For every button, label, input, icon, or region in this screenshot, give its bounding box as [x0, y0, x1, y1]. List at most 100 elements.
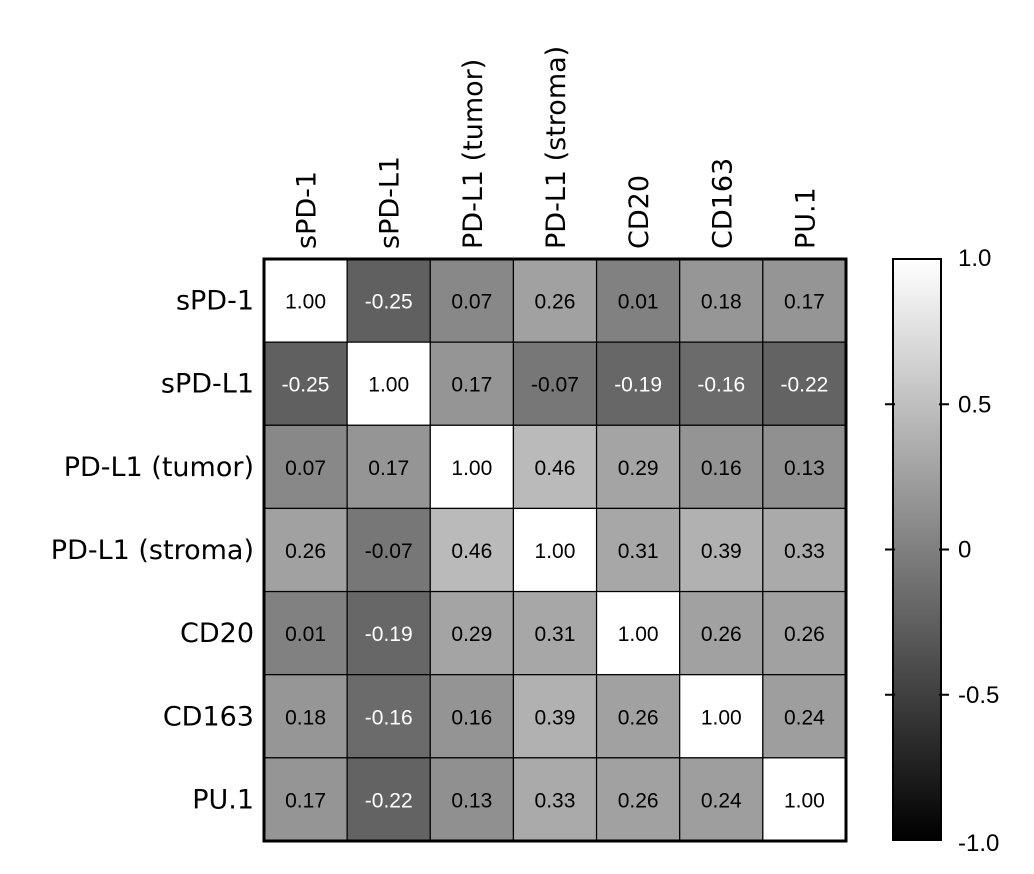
- cell-value-label: -0.07: [365, 540, 413, 563]
- heatmap-cell: [595, 424, 681, 510]
- cell-value-label: 1.00: [368, 374, 409, 397]
- cell-value-label: 1.00: [285, 291, 326, 314]
- colorbar-tick-label: 0.5: [958, 391, 991, 418]
- cell-value-label: -0.19: [365, 623, 413, 646]
- cell-value-label: -0.25: [282, 374, 330, 397]
- colorbar-tick-label: 0: [958, 537, 971, 564]
- heatmap-border: [262, 257, 848, 843]
- row-label: sPD-1: [176, 286, 254, 317]
- column-label: CD163: [707, 158, 738, 249]
- heatmap-cell: [762, 590, 847, 676]
- column-labels: sPD-1 sPD-L1 PD-L1 (tumor) PD-L1 (stroma) CD…: [292, 46, 822, 249]
- cell-value-label: 0.13: [784, 457, 825, 480]
- cell-value-label: -0.25: [365, 291, 413, 314]
- heatmap-cell: [762, 507, 847, 593]
- cell-value-label: 0.18: [285, 706, 326, 729]
- heatmap-cell: [679, 424, 764, 510]
- heatmap-cell: [512, 424, 598, 510]
- heatmap-cell: [429, 757, 515, 842]
- cell-value-label: 0.46: [535, 457, 576, 480]
- cell-value-label: 0.26: [618, 789, 659, 812]
- heatmap-cell: [762, 674, 847, 759]
- cell-value-label: 0.13: [451, 789, 492, 812]
- heatmap-cell: [679, 507, 764, 593]
- cell-value-label: 0.31: [618, 540, 659, 563]
- cell-value-label: 0.26: [618, 706, 659, 729]
- row-label: CD163: [163, 701, 254, 732]
- heatmap-cell: [679, 757, 764, 842]
- heatmap-cell: [595, 674, 681, 759]
- heatmap-cell: [346, 424, 431, 510]
- cell-value-label: 1.00: [784, 789, 825, 812]
- cell-value-label: 0.01: [618, 291, 659, 314]
- heatmap-cell: [263, 674, 348, 759]
- cell-value-label: -0.19: [614, 374, 662, 397]
- heatmap-cell: [679, 258, 764, 343]
- cell-value-label: 1.00: [701, 706, 742, 729]
- cell-value-label: 0.07: [451, 291, 492, 314]
- heatmap-cell: [429, 424, 515, 510]
- cell-value-label: 1.00: [451, 457, 492, 480]
- heatmap-cell: [512, 258, 598, 343]
- row-label: PU.1: [192, 784, 254, 815]
- row-label: sPD-L1: [161, 369, 254, 400]
- colorbar-tick-label: 1.0: [958, 245, 991, 272]
- heatmap-cell: [263, 590, 348, 676]
- column-label: CD20: [624, 175, 655, 249]
- column-label: PD-L1 (stroma): [541, 46, 572, 249]
- row-label: PD-L1 (stroma): [51, 535, 254, 566]
- heatmap-cell: [429, 590, 515, 676]
- heatmap-cell: [512, 674, 598, 759]
- cell-value-label: -0.07: [531, 374, 579, 397]
- heatmap-cell: [429, 341, 515, 426]
- heatmap-cell: [762, 341, 847, 426]
- cell-value-label: -0.22: [365, 789, 413, 812]
- cell-value-label: 0.26: [784, 623, 825, 646]
- cell-value-label: 0.18: [701, 291, 742, 314]
- cell-value-label: -0.22: [780, 374, 828, 397]
- colorbar-gradient: [892, 258, 942, 841]
- heatmap-cell: [595, 341, 681, 426]
- cell-value-label: 0.17: [451, 374, 492, 397]
- cell-value-label: 0.31: [535, 623, 576, 646]
- heatmap-cell: [346, 674, 431, 759]
- row-label: CD20: [180, 618, 254, 649]
- cell-value-label: 0.24: [784, 706, 825, 729]
- heatmap-cell: [429, 674, 515, 759]
- cell-value-label: 0.16: [451, 706, 492, 729]
- column-label: sPD-1: [292, 171, 323, 249]
- cell-value-label: 0.17: [368, 457, 409, 480]
- cell-value-label: 0.26: [285, 540, 326, 563]
- row-labels: sPD-1 sPD-L1 PD-L1 (tumor) PD-L1 (stroma) CD…: [51, 286, 254, 816]
- heatmap-cell: [595, 757, 681, 842]
- heatmap-cell: [762, 757, 847, 842]
- row-label: PD-L1 (tumor): [64, 452, 254, 483]
- cell-value-label: 0.29: [451, 623, 492, 646]
- cell-value-label: 1.00: [535, 540, 576, 563]
- cell-value-label: 0.01: [285, 623, 326, 646]
- heatmap-cell: [512, 507, 598, 593]
- cell-value-label: 0.24: [701, 789, 742, 812]
- cell-value-label: 0.07: [285, 457, 326, 480]
- cell-value-label: 0.46: [451, 540, 492, 563]
- heatmap-cell: [263, 258, 348, 343]
- cell-value-label: 0.29: [618, 457, 659, 480]
- heatmap-cell: [263, 507, 348, 593]
- heatmap-cell: [346, 507, 431, 593]
- heatmap-cell: [512, 757, 598, 842]
- column-label: sPD-L1: [375, 156, 406, 249]
- cell-value-label: 0.17: [285, 789, 326, 812]
- cell-value-label: 0.33: [784, 540, 825, 563]
- colorbar-tick-label: -1.0: [958, 830, 999, 857]
- heatmap-cells: 1.00 -0.25 0.07 0.26 0.01 0.18 0.17 -0.25 1.00 0.…: [263, 258, 847, 842]
- cell-value-label: 0.16: [701, 457, 742, 480]
- heatmap-cell: [762, 424, 847, 510]
- heatmap-cell: [346, 258, 431, 343]
- cell-value-label: -0.16: [697, 374, 745, 397]
- cell-value-label: 0.39: [701, 540, 742, 563]
- cell-value-label: -0.16: [365, 706, 413, 729]
- heatmap-cell: [263, 757, 348, 842]
- cell-value-label: 0.17: [784, 291, 825, 314]
- cell-value-label: 0.26: [701, 623, 742, 646]
